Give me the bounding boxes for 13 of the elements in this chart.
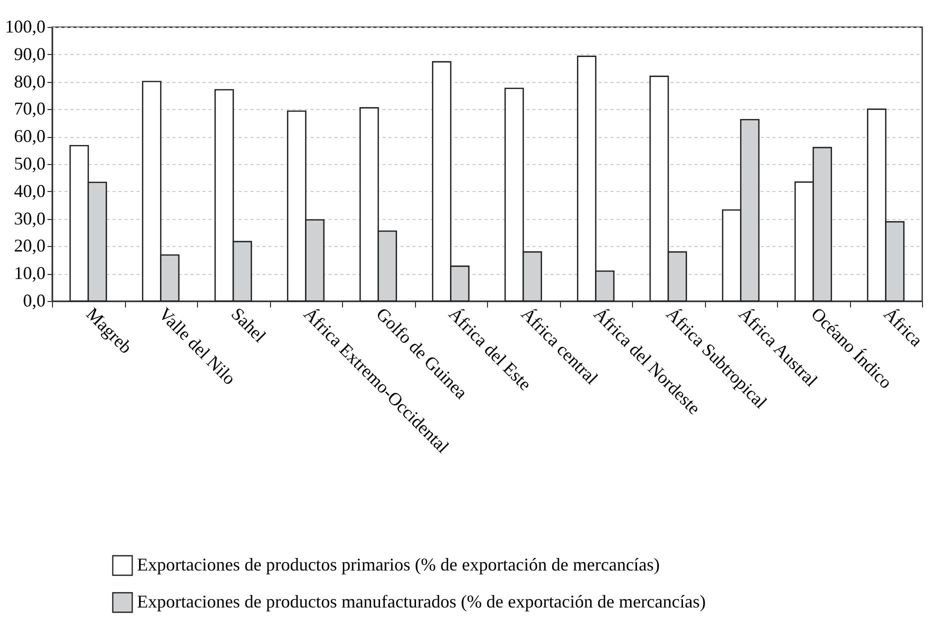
- y-tick-label: 70,0: [14, 98, 46, 119]
- y-tick-label: 50,0: [14, 154, 46, 174]
- y-tick-label: 20,0: [14, 236, 46, 256]
- y-tick-label: 100,0: [5, 16, 46, 36]
- y-tick-label: 60,0: [14, 126, 46, 146]
- y-tick-label: 30,0: [14, 208, 46, 228]
- legend-label: Exportaciones de productos primarios (% de exportación de mercancías): [137, 554, 660, 574]
- y-tick-label: 90,0: [14, 44, 46, 64]
- y-tick-label: 80,0: [14, 71, 46, 92]
- y-tick-label: 10,0: [14, 263, 46, 284]
- y-tick-label: 0,0: [23, 290, 46, 310]
- legend-label: Exportaciones de productos manufacturados (% de exportación de mercancías): [137, 592, 706, 612]
- y-tick-label: 40,0: [14, 180, 46, 201]
